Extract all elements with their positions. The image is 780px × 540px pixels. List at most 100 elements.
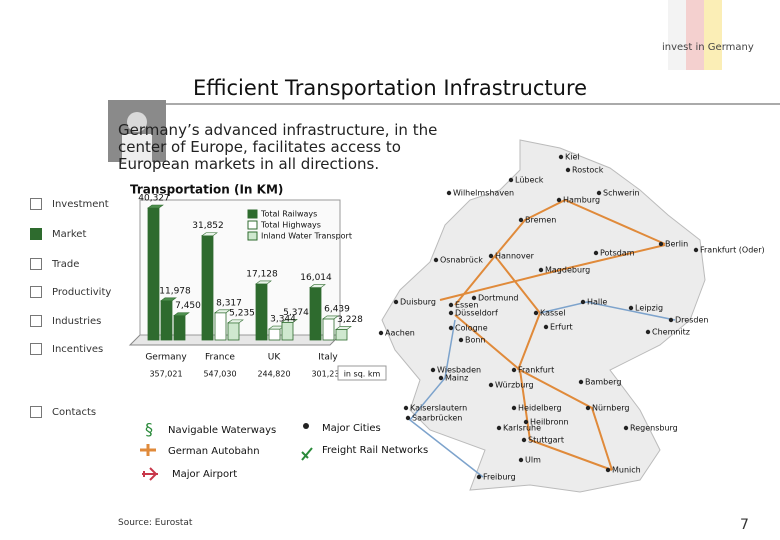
city-label: Chemnitz [652, 328, 690, 337]
legend-label: Navigable Waterways [168, 425, 276, 436]
city-dot [658, 241, 664, 247]
germany-outline [381, 139, 706, 493]
city-label: Regensburg [630, 424, 678, 433]
city-label: Nürnberg [592, 404, 630, 413]
city-dot [538, 267, 544, 273]
nav-label: Industries [52, 315, 102, 327]
nav-checkbox [30, 406, 42, 418]
city-label: Mainz [445, 374, 468, 383]
bar [322, 318, 335, 341]
slide-title: Efficient Transportation Infrastructure [192, 76, 588, 100]
city-dot [393, 299, 399, 305]
legend-swatch [247, 231, 258, 241]
chart-title: Transportation (In KM) [130, 183, 283, 197]
city-dot [668, 317, 674, 323]
city-dot [565, 167, 571, 173]
flag-stripe [704, 0, 722, 70]
area-value: 357,021 [149, 370, 182, 379]
legend-label: Total Highways [260, 221, 321, 230]
bar-top [201, 232, 218, 237]
nav-label: Contacts [52, 406, 97, 418]
value-label: 3,228 [337, 315, 363, 325]
nav-item[interactable]: Industries [30, 315, 101, 327]
nav-item[interactable]: Investment [30, 198, 109, 210]
city-label: Halle [587, 298, 607, 307]
city-dot [605, 467, 611, 473]
x-tick-label: Germany [145, 353, 187, 363]
intro-text: Germany’s advanced infrastructure, in th… [118, 121, 438, 173]
nav-item[interactable]: Market [30, 228, 86, 240]
city-icon [303, 423, 309, 429]
city-dot [448, 325, 454, 331]
autobahn-icon [140, 444, 156, 456]
x-tick-label: France [205, 353, 235, 363]
city-dot [488, 382, 494, 388]
value-label: 11,978 [159, 286, 191, 296]
city-label: Magdeburg [545, 266, 590, 275]
nav-checkbox [30, 228, 42, 240]
nav-item[interactable]: Productivity [30, 286, 111, 298]
airport-icon [142, 467, 158, 481]
city-label: Lübeck [515, 176, 544, 185]
bar [214, 312, 227, 341]
city-dot [593, 250, 599, 256]
bar-top [173, 312, 190, 316]
city-dot [438, 375, 444, 381]
city-dot [448, 310, 454, 316]
nav-item[interactable]: Incentives [30, 343, 103, 355]
bar [147, 207, 160, 341]
city-dot [523, 419, 529, 425]
city-label: Osnabrück [440, 256, 483, 265]
city-label: Potsdam [600, 249, 635, 258]
nav-checkbox [30, 343, 42, 355]
nav-checkbox [30, 315, 42, 327]
source: Source: Eurostat [118, 518, 193, 528]
city-label: Bremen [525, 216, 556, 225]
unit-box [337, 365, 387, 381]
nav-checkbox [30, 286, 42, 298]
city-dot [623, 425, 629, 431]
city-dot [543, 324, 549, 330]
nav-item[interactable]: Contacts [30, 406, 96, 418]
brand: invest in Germany [662, 42, 754, 53]
city-label: Stuttgart [528, 436, 564, 445]
waterway-icon: § [145, 420, 153, 439]
city-label: Kaiserslautern [410, 404, 467, 413]
bar [160, 300, 173, 341]
nav-item[interactable]: Trade [30, 258, 79, 270]
city-label: Leipzig [635, 304, 663, 313]
bar-top [147, 204, 164, 209]
bar [255, 283, 268, 341]
bar [268, 328, 281, 341]
bar-top [160, 297, 177, 302]
bar [309, 287, 322, 341]
nav-label: Incentives [52, 343, 104, 355]
city-label: Ulm [525, 456, 541, 465]
city-label: Frankfurt [518, 366, 554, 375]
city-dot [508, 177, 514, 183]
city-label: Würzburg [495, 381, 534, 390]
area-value: 244,820 [257, 370, 290, 379]
city-label: Rostock [572, 166, 604, 175]
city-label: Munich [612, 466, 641, 475]
city-label: Karlsruhe [503, 424, 541, 433]
bar [227, 322, 240, 341]
city-dot [511, 367, 517, 373]
city-label: Cologne [455, 324, 488, 333]
city-label: Essen [455, 301, 478, 310]
city-dot [471, 295, 477, 301]
city-dot [585, 405, 591, 411]
legend-label: German Autobahn [168, 446, 260, 457]
city-dot [446, 190, 452, 196]
city-label: Heilbronn [530, 418, 569, 427]
value-label: 16,014 [300, 273, 332, 283]
value-label: 8,317 [216, 298, 242, 308]
chart-wall [139, 199, 341, 336]
nav-label: Trade [52, 258, 80, 270]
nav-label: Market [52, 228, 87, 240]
photo-detail [127, 112, 147, 132]
city-dot [403, 405, 409, 411]
city-dot [693, 247, 699, 253]
